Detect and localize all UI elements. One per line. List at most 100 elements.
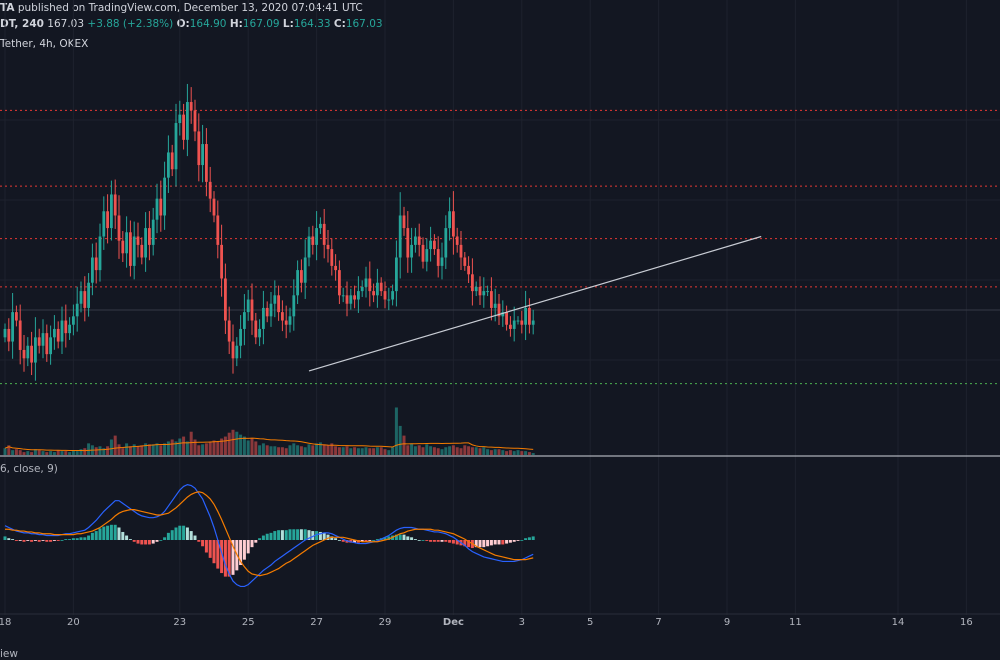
open-value: 164.90	[189, 18, 227, 30]
volume-bar	[235, 431, 239, 455]
volume-bar	[524, 451, 528, 455]
macd-histogram-bar	[79, 537, 83, 540]
candle-body	[144, 228, 147, 258]
candle-body	[433, 240, 436, 250]
macd-histogram-bar	[311, 531, 315, 540]
macd-histogram-bar	[258, 538, 262, 540]
volume-bar	[60, 451, 64, 455]
volume-bar	[106, 446, 110, 455]
macd-histogram-bar	[41, 540, 45, 541]
macd-histogram-bar	[334, 538, 338, 540]
trendline-group[interactable]	[308, 235, 762, 372]
candle-body	[94, 257, 98, 271]
candle-body	[258, 328, 261, 338]
macd-histogram-bar	[52, 540, 56, 541]
candle-body	[505, 312, 508, 325]
candle-body	[516, 320, 520, 322]
candle-body	[68, 324, 71, 334]
volume-bar	[486, 449, 490, 455]
volume-bar	[14, 449, 18, 455]
x-axis: 182023252729Dec357911141618	[0, 617, 973, 628]
volume-bar	[360, 448, 364, 455]
volume-bar	[444, 447, 448, 455]
candle-body	[26, 345, 30, 359]
candle-body	[182, 114, 185, 140]
macd-histogram-bar	[296, 529, 300, 540]
macd-histogram-bar	[163, 537, 167, 540]
candle-body	[178, 114, 182, 124]
macd-histogram-bar	[269, 532, 273, 540]
macd-histogram-bar	[60, 540, 64, 541]
candle-body	[159, 198, 163, 216]
macd-histogram-bar	[11, 539, 15, 540]
macd-histogram-bar	[448, 540, 452, 543]
volume-bar	[166, 441, 170, 455]
volume-bar	[261, 443, 265, 455]
x-tick-label: 7	[655, 617, 661, 628]
volume-bar	[220, 438, 224, 455]
macd-histogram-bar	[159, 540, 163, 541]
candle-body	[497, 303, 501, 317]
volume-bar	[277, 447, 281, 455]
macd-histogram-bar	[512, 540, 516, 542]
candle-body	[277, 295, 280, 313]
candle-body	[345, 295, 349, 304]
volume-bar	[356, 448, 360, 455]
volume-bar	[448, 446, 452, 455]
candle-body	[357, 291, 360, 300]
volume-bar	[501, 450, 505, 455]
volume-bar	[391, 447, 395, 455]
macd-histogram-bar	[261, 535, 265, 540]
candle-body	[102, 211, 106, 237]
volume-bar	[18, 450, 22, 455]
macd-histogram-bar	[113, 524, 117, 540]
macd-histogram-bar	[125, 535, 129, 540]
horizontal-levels[interactable]	[0, 109, 1000, 385]
candle-body	[501, 312, 505, 317]
macd-histogram-bar	[455, 540, 459, 545]
volume-bar	[132, 444, 136, 455]
macd-histogram-bar	[326, 534, 330, 540]
volume-bar	[79, 449, 83, 455]
macd-histogram-bar	[436, 540, 440, 542]
candle-body	[387, 299, 391, 301]
candle-body	[410, 244, 413, 258]
macd-histogram-bar	[121, 531, 125, 540]
volume-bar	[459, 448, 463, 455]
volume-bar	[71, 450, 75, 455]
macd-histogram-bar	[330, 536, 334, 540]
candle-body	[284, 320, 288, 325]
trendline[interactable]	[308, 235, 762, 372]
volume-bar	[364, 447, 368, 455]
candle-body	[414, 236, 417, 245]
candle-body	[216, 215, 220, 245]
macd-histogram-bar	[531, 536, 535, 540]
macd-histogram-bar	[136, 540, 140, 544]
volume-bar	[159, 445, 163, 455]
candle-body	[75, 303, 79, 317]
volume-bar	[296, 445, 300, 455]
macd-histogram-bar	[284, 530, 288, 540]
volume-bar	[429, 446, 433, 455]
volume-bar	[505, 451, 509, 455]
candle-body	[254, 320, 258, 338]
volume-bar	[372, 448, 376, 455]
volume-bar	[406, 445, 410, 455]
candle-body	[239, 328, 242, 346]
macd-histogram-bar	[64, 539, 68, 540]
volume-bar	[22, 452, 26, 455]
macd-histogram-bar	[451, 540, 455, 544]
macd-histogram-bar	[429, 540, 433, 542]
macd-histogram-bar	[75, 538, 79, 540]
macd-histogram-bar	[527, 537, 531, 540]
volume-bar	[379, 447, 383, 455]
candle-body	[91, 257, 94, 283]
candle-body	[353, 295, 356, 300]
volume-bar	[489, 450, 493, 455]
candle-body	[45, 333, 49, 355]
candle-body	[292, 295, 296, 317]
macd-histogram-bar	[216, 540, 220, 569]
candle-body	[113, 194, 117, 216]
volume-bar	[102, 448, 106, 455]
